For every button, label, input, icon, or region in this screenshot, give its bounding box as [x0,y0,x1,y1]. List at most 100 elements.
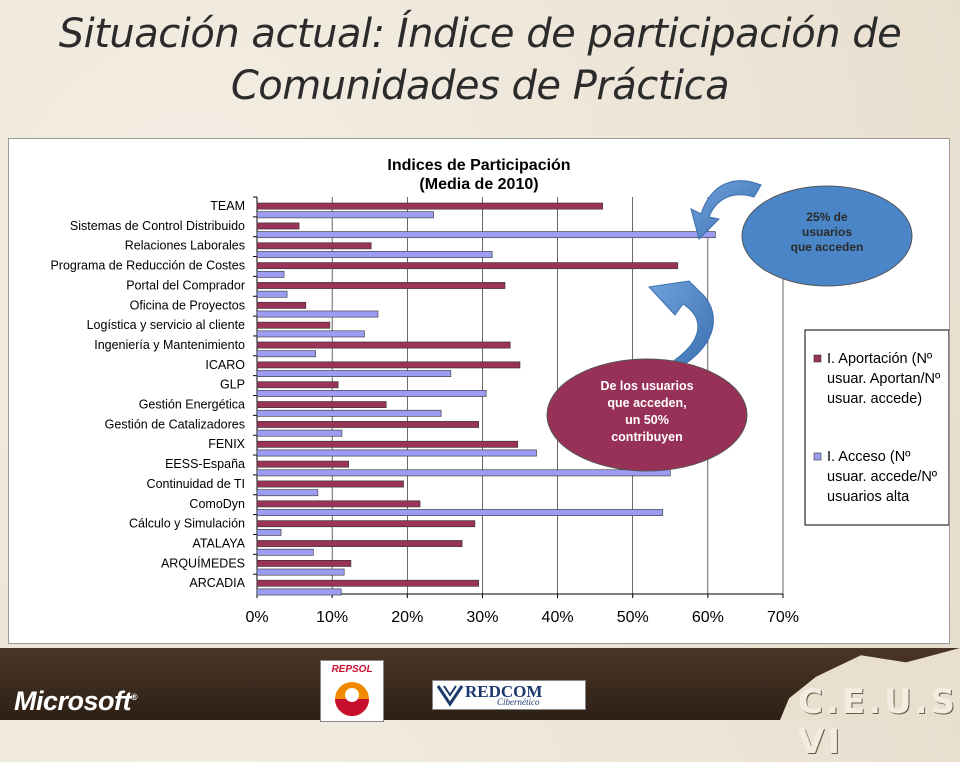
annotation-ellipse [741,185,913,287]
bar [256,568,345,576]
bar [256,429,343,437]
bar [256,282,506,289]
bar [256,330,365,338]
annotation-text: que acceden, [607,396,686,410]
legend-label: usuarios alta [827,489,910,505]
annotation-text: contribuyen [611,430,683,444]
bar [256,509,664,516]
bar [256,528,282,536]
category-label: ATALAYA [192,536,245,550]
x-tick-label: 20% [391,609,423,626]
microsoft-logo: Microsoft® [14,686,138,716]
bar [256,262,679,270]
annotation-text: un 50% [625,413,669,427]
bar [256,480,404,488]
bar [256,242,372,250]
legend-label: I. Acceso (Nº [827,449,911,465]
redcom-logo: REDCOM Cibernético [432,680,586,710]
annotation-text: 25% de [806,210,848,224]
bar [256,500,421,508]
category-label: Sistemas de Control Distribuido [70,219,245,233]
bar [256,350,316,358]
bar [256,421,479,428]
x-tick-label: 10% [316,609,348,626]
x-tick-label: 60% [692,609,724,626]
bar [256,559,352,567]
category-label: Ingeniería y Mantenimiento [94,338,245,352]
category-label: ARQUÍMEDES [161,555,245,570]
category-label: ARCADIA [189,576,245,590]
chart-frame: Indices de Participación (Media de 2010) … [8,138,950,644]
legend-swatch [813,354,822,363]
category-label: ICARO [205,358,245,372]
legend-label: usuar. Aportan/Nº [827,371,941,387]
category-label: Gestión de Catalizadores [105,417,245,431]
repsol-emblem-icon [335,682,369,716]
bar [256,401,387,408]
middle-arrow [647,280,714,370]
bar [256,231,716,239]
bar [256,390,487,397]
category-label: ComoDyn [189,497,245,511]
participation-chart: Indices de Participación(Media de 2010) … [50,157,949,626]
bar [256,381,339,389]
x-tick-labels: 0% 10% 20% 30% 40% 50% 60% 70% [245,609,799,626]
annotation-text: De los usuarios [600,379,693,393]
bar [256,548,314,556]
x-tick-label: 70% [767,609,799,626]
callout-arrows [647,180,762,370]
annotation-text: usuarios [802,225,852,239]
bar [256,310,379,318]
x-tick-label: 50% [617,609,649,626]
bar [256,540,463,547]
category-label: EESS-España [165,457,245,471]
annotation-text: que acceden [791,240,864,254]
bar [256,460,349,468]
bar [256,211,434,219]
ceus-logo: C.E.U.S VI [798,682,959,762]
repsol-logo-text: REPSOL [331,664,373,675]
bar [256,301,307,309]
repsol-logo: REPSOL [320,660,384,722]
category-label: Cálculo y Simulación [129,517,245,531]
category-label: GLP [220,378,245,392]
bar [256,222,300,230]
chart-title-line: (Media de 2010) [419,176,538,193]
redcom-logo-subtext: Cibernético [497,697,540,707]
legend-box [804,329,949,526]
category-label: Continuidad de TI [147,477,245,491]
bar [256,489,319,497]
category-label: Logística y servicio al cliente [87,318,245,332]
category-label: Gestión Energética [139,398,245,412]
bar [256,270,285,278]
slide-title: Situación actual: Índice de participació… [58,11,902,109]
bar [256,449,537,457]
x-tick-label: 0% [245,609,268,626]
category-label: FENIX [208,437,245,451]
redcom-logo-text: REDCOM [465,682,543,701]
bar [256,409,442,417]
chart-title: Indices de Participación (Media de 2010) [387,157,570,193]
legend-label: usuar. accede) [827,391,922,407]
chart-title-line: Indices de Participación [387,157,570,174]
category-label: Portal del Comprador [126,278,245,292]
top-arrow [690,180,762,240]
bar [256,321,331,329]
bar [256,440,519,448]
bar [256,588,342,596]
bar [256,370,452,377]
bar [256,251,493,258]
category-label: Relaciones Laborales [125,239,245,253]
legend-label: I. Aportación (Nº [827,351,933,367]
bar [256,341,511,349]
bar [256,469,671,477]
legend-swatch [813,452,822,461]
bar [256,290,288,298]
legend: I. Aportación (Nº usuar. Aportan/Nº usuar.… [804,329,949,526]
category-label: Programa de Reducción de Costes [50,259,245,273]
bar [256,202,603,210]
category-labels: TEAM Sistemas de Control Distribuido Relac… [50,199,245,590]
annotation-ellipse [546,358,748,472]
category-label: Oficina de Proyectos [130,298,245,312]
